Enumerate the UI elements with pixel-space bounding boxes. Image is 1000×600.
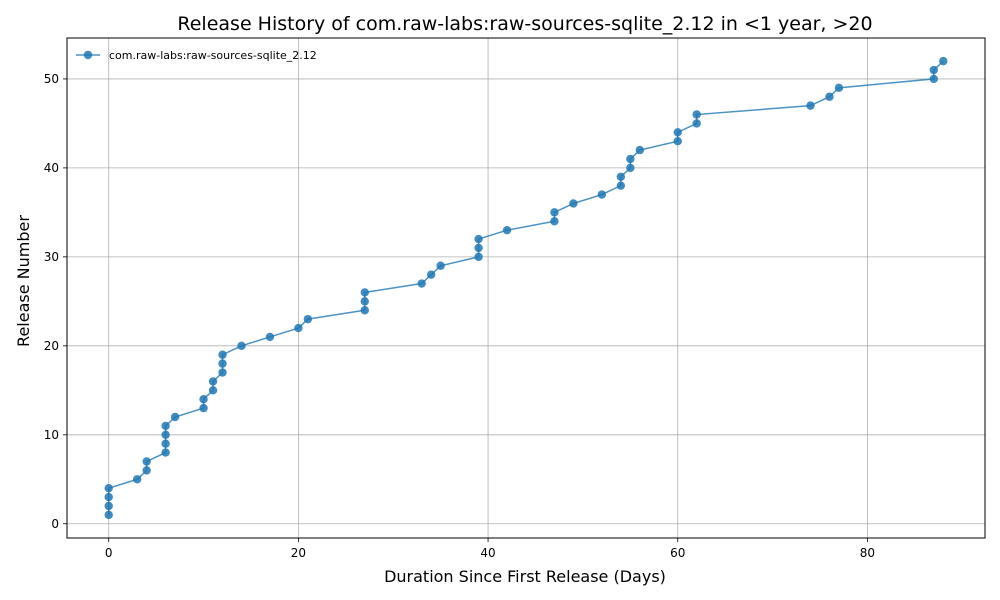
y-tick-label: 50	[44, 72, 59, 86]
plot-frame	[66, 37, 986, 539]
data-point	[218, 350, 227, 359]
data-point	[170, 412, 180, 422]
plot-area	[66, 37, 986, 539]
data-point	[806, 101, 815, 110]
data-point	[939, 56, 948, 66]
x-tick-label: 40	[480, 546, 495, 560]
data-point	[161, 421, 170, 431]
data-point	[161, 448, 170, 457]
data-point	[104, 510, 113, 520]
x-tick-label: 60	[670, 546, 685, 560]
data-point	[426, 270, 436, 279]
y-tick-label: 20	[44, 339, 59, 353]
data-point	[673, 137, 682, 146]
data-point	[265, 332, 275, 342]
data-point	[199, 403, 208, 413]
data-point	[360, 297, 369, 306]
x-axis: 0 20 40 60 80	[105, 538, 875, 560]
data-point	[161, 430, 170, 439]
y-axis: 0 10 20 30 40 50	[44, 72, 67, 531]
data-point	[626, 154, 635, 164]
legend-marker	[83, 50, 93, 60]
data-point	[597, 190, 607, 199]
data-point	[929, 74, 938, 84]
x-tick-label: 20	[291, 546, 306, 560]
data-point	[834, 83, 844, 93]
data-point	[626, 163, 635, 173]
data-point	[550, 208, 559, 217]
data-point	[502, 225, 512, 235]
data-point	[673, 128, 682, 137]
data-point	[417, 279, 426, 288]
data-point	[360, 288, 369, 297]
x-tick-label: 80	[860, 546, 875, 560]
data-point	[550, 217, 559, 226]
legend-label: com.raw-labs:raw-sources-sqlite_2.12	[109, 49, 317, 62]
data-point	[436, 261, 445, 270]
data-point	[161, 439, 170, 448]
x-tick-label: 0	[105, 546, 113, 560]
data-point	[474, 243, 483, 253]
chart-title: Release History of com.raw-labs:raw-sour…	[177, 13, 872, 35]
data-point	[616, 181, 626, 190]
data-point	[569, 199, 578, 208]
data-point	[474, 234, 483, 244]
legend: com.raw-labs:raw-sources-sqlite_2.12	[76, 49, 317, 62]
data-point	[199, 395, 208, 404]
data-point	[825, 92, 834, 101]
data-point	[360, 306, 369, 315]
data-point	[303, 314, 313, 324]
data-point	[104, 501, 113, 511]
data-point	[929, 65, 938, 75]
data-point	[104, 492, 113, 502]
data-point	[142, 457, 151, 466]
data-point	[635, 145, 645, 155]
y-tick-label: 10	[44, 428, 59, 442]
data-point	[294, 323, 303, 333]
data-point	[218, 368, 227, 377]
x-axis-label: Duration Since First Release (Days)	[384, 567, 666, 586]
y-tick-label: 30	[44, 250, 59, 264]
data-point	[218, 359, 227, 368]
data-point	[104, 483, 113, 493]
data-point	[208, 377, 218, 386]
grid-lines	[67, 38, 985, 538]
data-point	[692, 119, 701, 128]
series-layer	[104, 56, 948, 520]
data-point	[132, 475, 142, 484]
data-point	[208, 386, 218, 395]
data-point	[237, 341, 246, 351]
data-point	[142, 466, 151, 475]
data-point	[616, 172, 626, 181]
series-line	[107, 60, 944, 515]
data-point	[474, 252, 483, 262]
y-axis-label: Release Number	[14, 215, 33, 347]
data-point	[692, 110, 701, 119]
y-tick-label: 40	[44, 161, 59, 175]
y-tick-label: 0	[51, 517, 59, 531]
